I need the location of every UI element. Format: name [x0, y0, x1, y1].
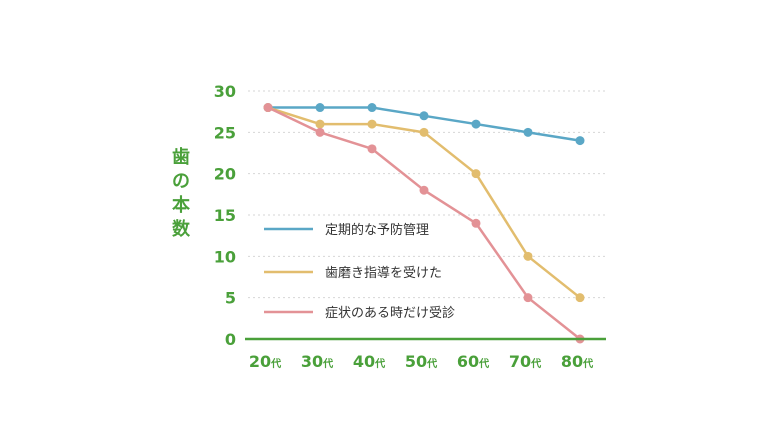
- data-point: [575, 293, 585, 303]
- data-point: [471, 119, 481, 129]
- y-axis-label: 歯の本数: [172, 146, 191, 240]
- data-point: [367, 144, 377, 154]
- data-point: [419, 127, 429, 137]
- data-point: [315, 119, 325, 129]
- series-group: [263, 103, 585, 344]
- y-axis-ticks: 0 5 10 15 20 25 30: [214, 82, 236, 349]
- legend-label: 定期的な予防管理: [325, 222, 429, 238]
- data-point: [523, 127, 533, 137]
- legend-label: 歯磨き指導を受けた: [325, 266, 442, 281]
- x-tick-label: 80代: [561, 352, 593, 371]
- data-point: [471, 218, 481, 228]
- data-point: [315, 103, 325, 113]
- x-tick-label: 60代: [457, 352, 489, 371]
- y-tick-label: 20: [214, 165, 236, 184]
- data-point: [263, 103, 273, 113]
- y-tick-label: 15: [214, 206, 236, 225]
- y-tick-label: 30: [214, 82, 236, 101]
- x-tick-label: 30代: [301, 352, 333, 371]
- y-tick-label: 0: [225, 330, 236, 349]
- x-tick-label: 70代: [509, 352, 541, 371]
- legend-label: 症状のある時だけ受診: [325, 305, 455, 321]
- data-point: [523, 293, 533, 303]
- data-point: [367, 119, 377, 129]
- x-axis-ticks: 20代 30代 40代 50代 60代 70代 80代: [249, 352, 593, 371]
- data-point: [471, 169, 481, 179]
- y-tick-label: 25: [214, 123, 236, 142]
- y-tick-label: 10: [214, 247, 236, 266]
- data-point: [367, 103, 377, 113]
- data-point: [419, 111, 429, 121]
- x-tick-label: 40代: [353, 352, 385, 371]
- data-point: [419, 185, 429, 195]
- x-tick-label: 50代: [405, 352, 437, 371]
- data-point: [315, 127, 325, 137]
- y-tick-label: 5: [225, 289, 236, 308]
- data-point: [575, 136, 585, 146]
- data-point: [523, 251, 533, 261]
- x-tick-label: 20代: [249, 352, 281, 371]
